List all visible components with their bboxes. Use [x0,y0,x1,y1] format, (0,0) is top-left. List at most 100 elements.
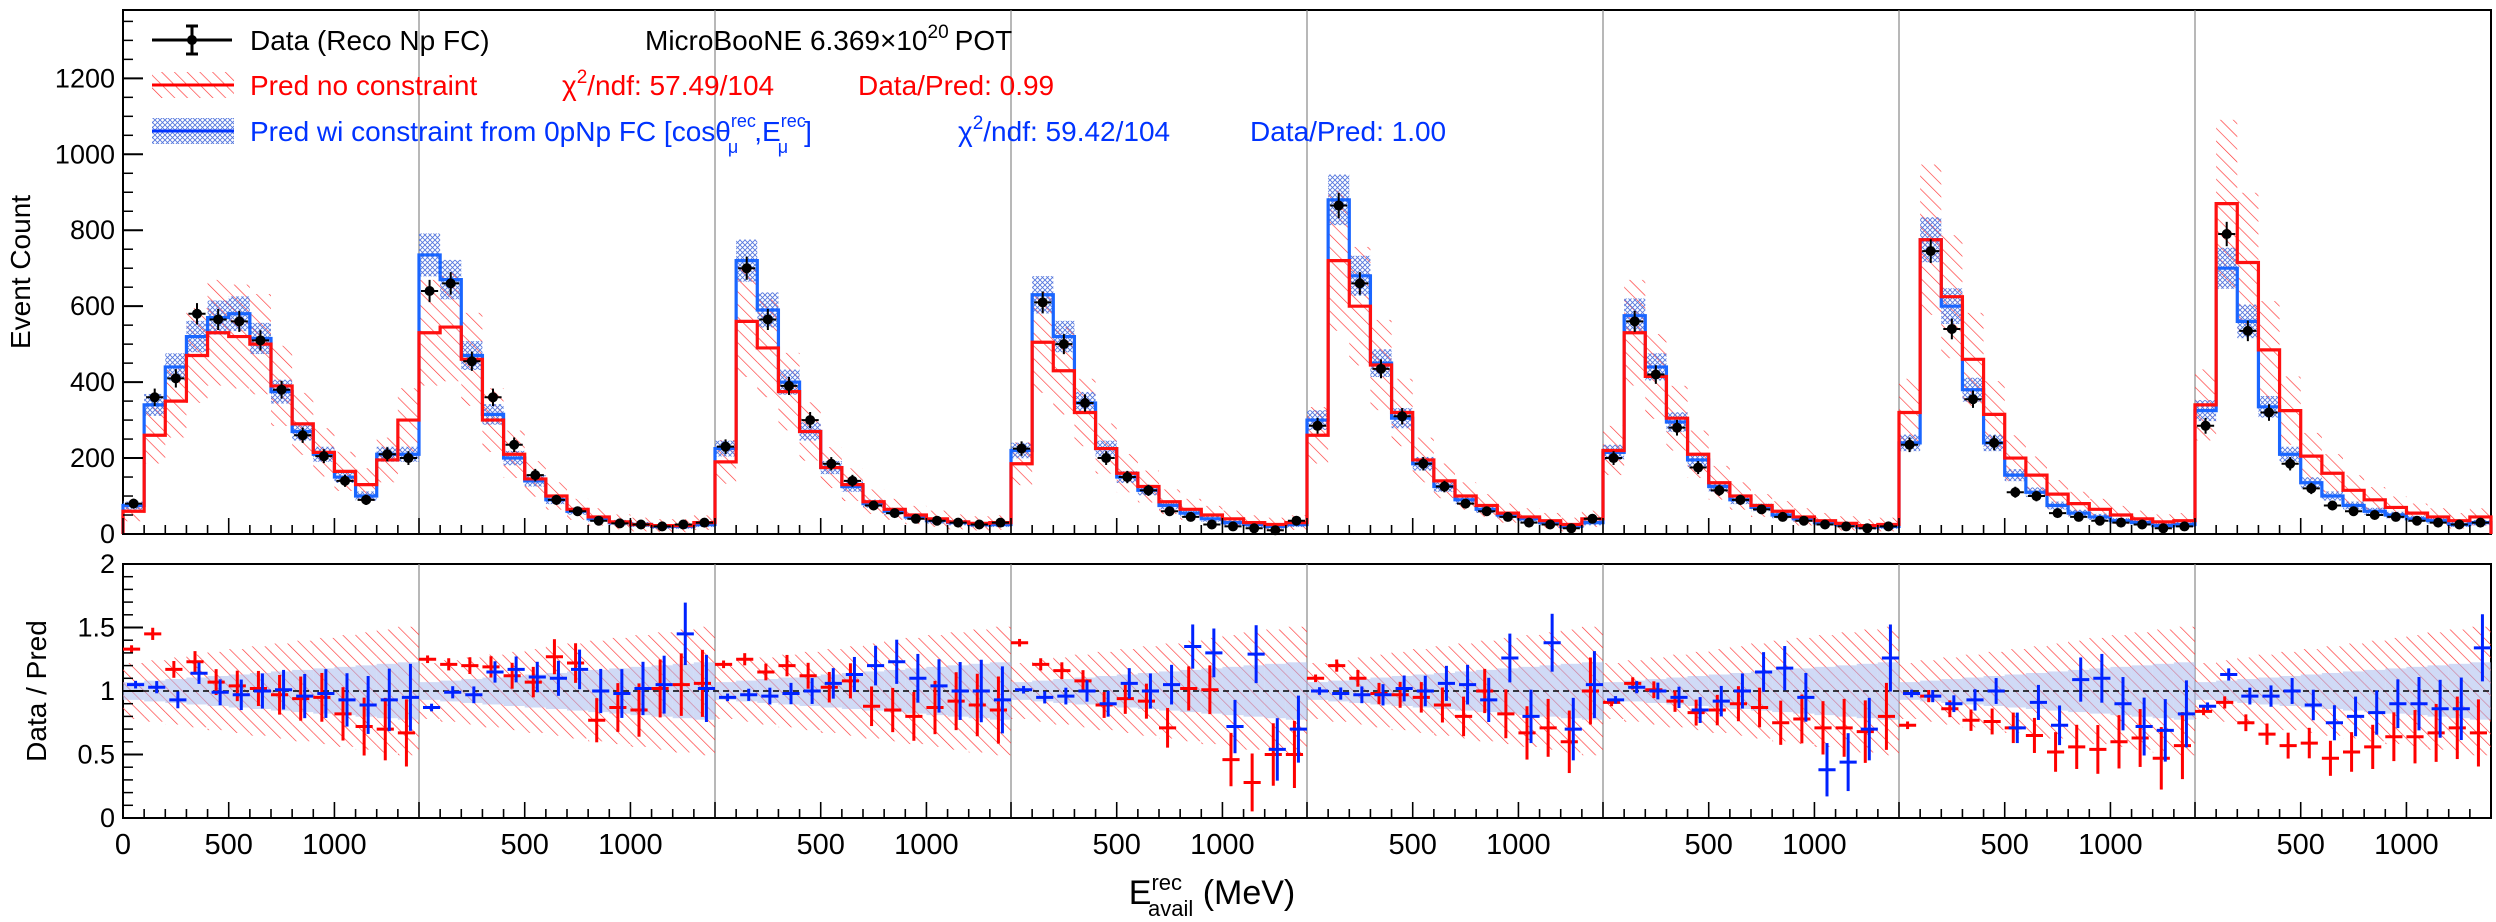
ratio-wc-point [1818,743,1836,797]
data-point [1499,511,1517,522]
ratio-nc-point [1053,662,1071,680]
ratio-wc-point [2262,685,2280,707]
ratio-nc-point [1116,683,1134,714]
ratio-wc-point [909,653,927,703]
ratio-wc-band [2131,665,2153,717]
ratio-nc-point [2364,724,2382,769]
data-point-marker [593,515,604,526]
x-tick-label: 1000 [1190,829,1255,861]
data-point-marker [2242,325,2253,336]
ratio-nc-point [989,676,1007,744]
data-point-marker [509,439,520,450]
data-point [1562,523,1580,534]
ratio-wc-point [2199,702,2217,711]
data-point [1922,239,1940,263]
ratio-nc-point [820,671,838,703]
ratio-nc-point [1772,700,1790,745]
data-point-marker [1333,200,1344,211]
ratio-nc-point [1328,659,1346,672]
data-point-marker [1058,339,1069,350]
data-point [526,468,544,482]
ratio-nc-point [503,662,521,689]
x-tick-label: 500 [1685,829,1733,861]
data-point-marker [530,470,541,481]
ratio-wc-point [571,649,589,690]
x-tick-label: 500 [501,829,549,861]
data-point [865,500,883,511]
y-tick-label: 200 [70,443,115,473]
ratio-wc-point [782,682,800,705]
ratio-nc-point [2258,723,2276,745]
y-tick-label: 1 [100,676,115,706]
data-point [2260,404,2278,421]
data-point [209,308,227,331]
data-point-marker [932,515,942,526]
ratio-wc-point [380,668,398,732]
ratio-wc-point [359,676,377,734]
ratio-nc-point [461,657,479,674]
data-point [1287,515,1305,526]
data-point-marker [868,500,879,511]
ratio-nc-point [2110,715,2128,769]
data-point [1710,484,1728,496]
ratio-nc-point [2300,727,2318,759]
ratio-nc-point [588,698,606,743]
data-point-marker [762,314,773,325]
x-tick-label: 500 [797,829,845,861]
x-tick-label: 1000 [2374,829,2439,861]
data-point [2175,521,2193,532]
data-point [1118,470,1136,484]
ratio-nc-point [1560,710,1578,774]
ratio-nc-point [968,673,986,737]
data-point-marker [1904,439,1915,450]
ratio-nc-point [2131,709,2149,767]
data-point-marker [1502,511,1513,522]
data-point-marker [636,519,646,530]
data-point [822,457,840,471]
ratio-wc-point [1332,687,1350,700]
data-point [1435,480,1453,493]
ratio-wc-band [989,662,1011,720]
data-point-marker [1354,278,1365,289]
ratio-nc-point [1011,638,1029,647]
ratio-nc-point [630,683,648,737]
legend-pred-nc-label: Pred no constraint [250,70,477,101]
data-point-marker [2475,517,2486,528]
y-tick-label: 600 [70,291,115,321]
data-point [674,519,692,530]
ratio-wc-point [1755,652,1773,692]
data-point-marker [657,521,668,532]
data-point [569,506,587,517]
data-point [1097,451,1115,465]
ratio-wc-point [1564,697,1582,761]
data-point-marker [1249,523,1260,534]
data-point [801,411,819,429]
data-point [1858,523,1876,534]
ratio-nc-point [1476,668,1494,714]
data-point [167,369,185,388]
data-point-marker [382,449,393,460]
ratio-wc-point [232,679,250,711]
ratio-wc-band [1899,682,1921,700]
x-tick-label: 0 [115,829,131,861]
data-point-marker [361,494,372,505]
data-point [273,380,291,399]
ratio-nc-point [778,654,796,677]
ratio-nc-point [440,658,458,671]
data-point-marker [1185,511,1196,522]
data-point [315,449,333,464]
data-point-marker [1968,394,1978,405]
data-point [653,521,671,532]
ratio-wc-point [549,660,567,696]
ratio-wc-point [507,656,525,683]
data-point [547,494,565,505]
legend-pred-wc-label: Pred wi constraint from 0pNp FC [cosθrec… [250,111,812,157]
data-point-marker [1376,363,1386,374]
ratio-wc-band [228,674,250,708]
ratio-nc-point [1835,698,1853,757]
data-point [1879,521,1897,532]
data-point [1837,521,1855,532]
ratio-nc-point [609,683,627,732]
ratio-wc-point [1860,697,1878,761]
